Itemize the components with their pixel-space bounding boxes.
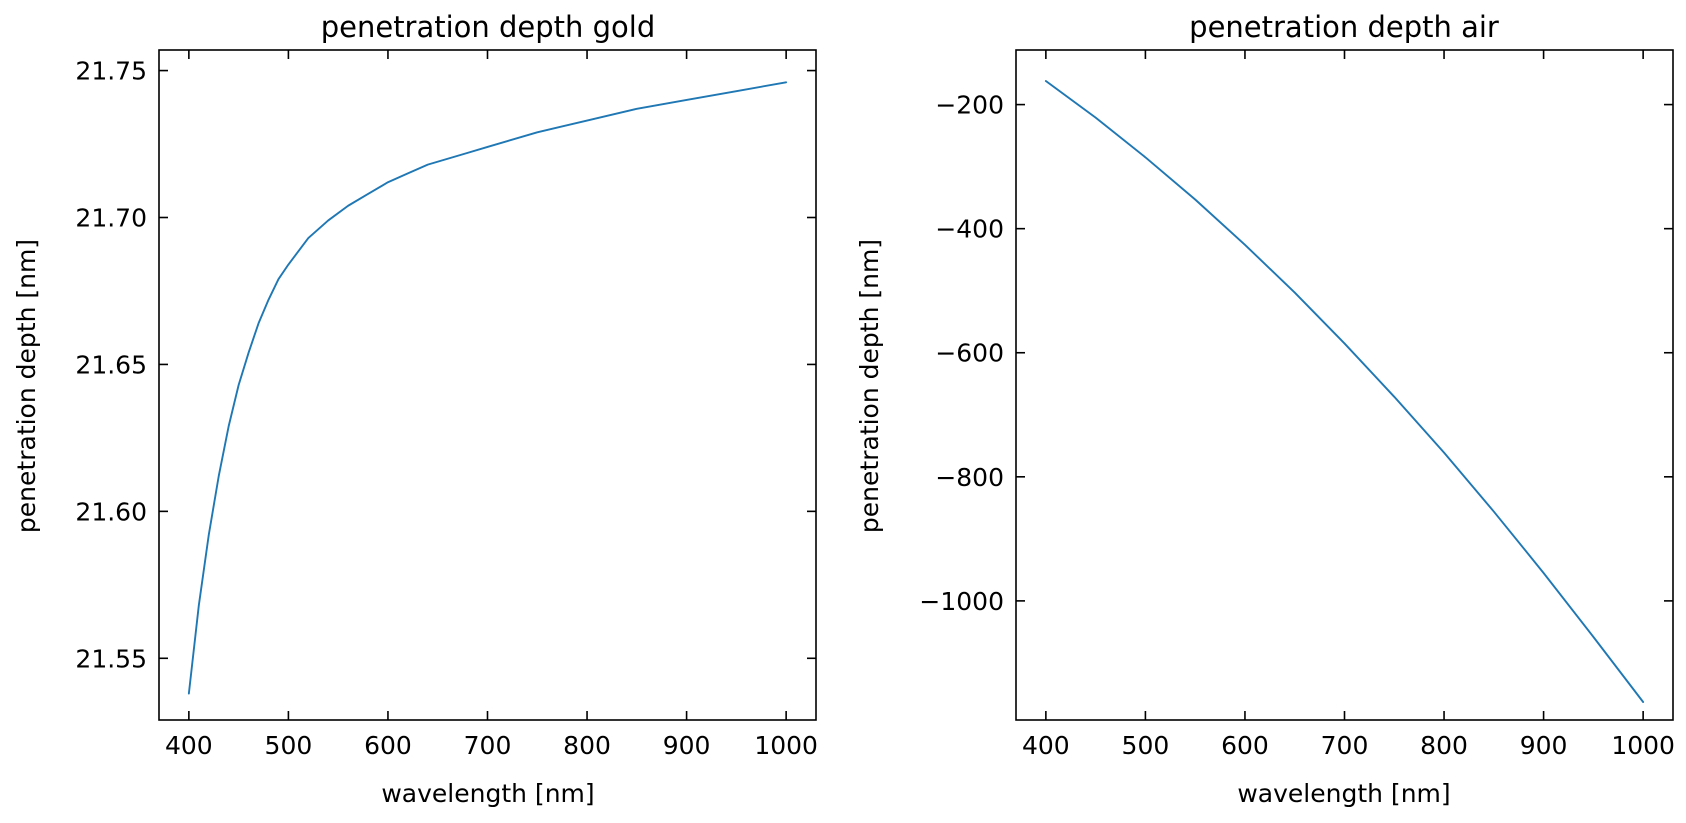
y-tick-label: 21.65 (75, 350, 147, 379)
chart-gold: penetration depth gold wavelength [nm] p… (12, 10, 818, 808)
y-tick-label: −400 (935, 215, 1004, 244)
chart-air: penetration depth air wavelength [nm] pe… (855, 10, 1675, 808)
series-line (187, 81, 788, 695)
x-tick-label: 600 (364, 731, 412, 760)
y-tick-label: −200 (935, 91, 1004, 120)
x-tick-label: 1000 (754, 731, 818, 760)
y-tick-label: 21.55 (75, 644, 147, 673)
x-axis-label: wavelength [nm] (1237, 779, 1450, 808)
x-tick-label: 600 (1221, 731, 1269, 760)
axis-ticks (159, 50, 816, 720)
chart-title: penetration depth gold (321, 10, 656, 44)
y-axis-label: penetration depth [nm] (12, 239, 41, 533)
plot-frame (1015, 49, 1674, 721)
x-tick-label: 1000 (1611, 731, 1675, 760)
x-tick-label: 700 (1321, 731, 1369, 760)
axis-tick-labels: 400 500 600 700 800 900 1000 21.55 21.60 21.65 21.… (75, 57, 818, 760)
y-tick-label: 21.60 (75, 497, 147, 526)
axis-ticks (1016, 50, 1673, 720)
plot-frame (158, 49, 817, 721)
x-tick-label: 400 (1022, 731, 1070, 760)
x-tick-label: 700 (464, 731, 512, 760)
y-axis-label: penetration depth [nm] (855, 239, 884, 533)
x-axis-label: wavelength [nm] (381, 779, 594, 808)
x-tick-label: 800 (1420, 731, 1468, 760)
series-line (1044, 80, 1645, 703)
x-tick-label: 800 (563, 731, 611, 760)
x-tick-label: 400 (165, 731, 213, 760)
x-tick-label: 500 (265, 731, 313, 760)
y-tick-label: −600 (935, 339, 1004, 368)
x-tick-label: 500 (1122, 731, 1170, 760)
x-tick-label: 900 (1520, 731, 1568, 760)
y-tick-label: −1000 (919, 587, 1004, 616)
y-tick-label: −800 (935, 463, 1004, 492)
y-tick-label: 21.70 (75, 204, 147, 233)
y-tick-label: 21.75 (75, 57, 147, 86)
axis-tick-labels: 400 500 600 700 800 900 1000 −1000 −800 −600 −400 −… (919, 91, 1675, 760)
chart-title: penetration depth air (1189, 10, 1499, 44)
x-tick-label: 900 (663, 731, 711, 760)
